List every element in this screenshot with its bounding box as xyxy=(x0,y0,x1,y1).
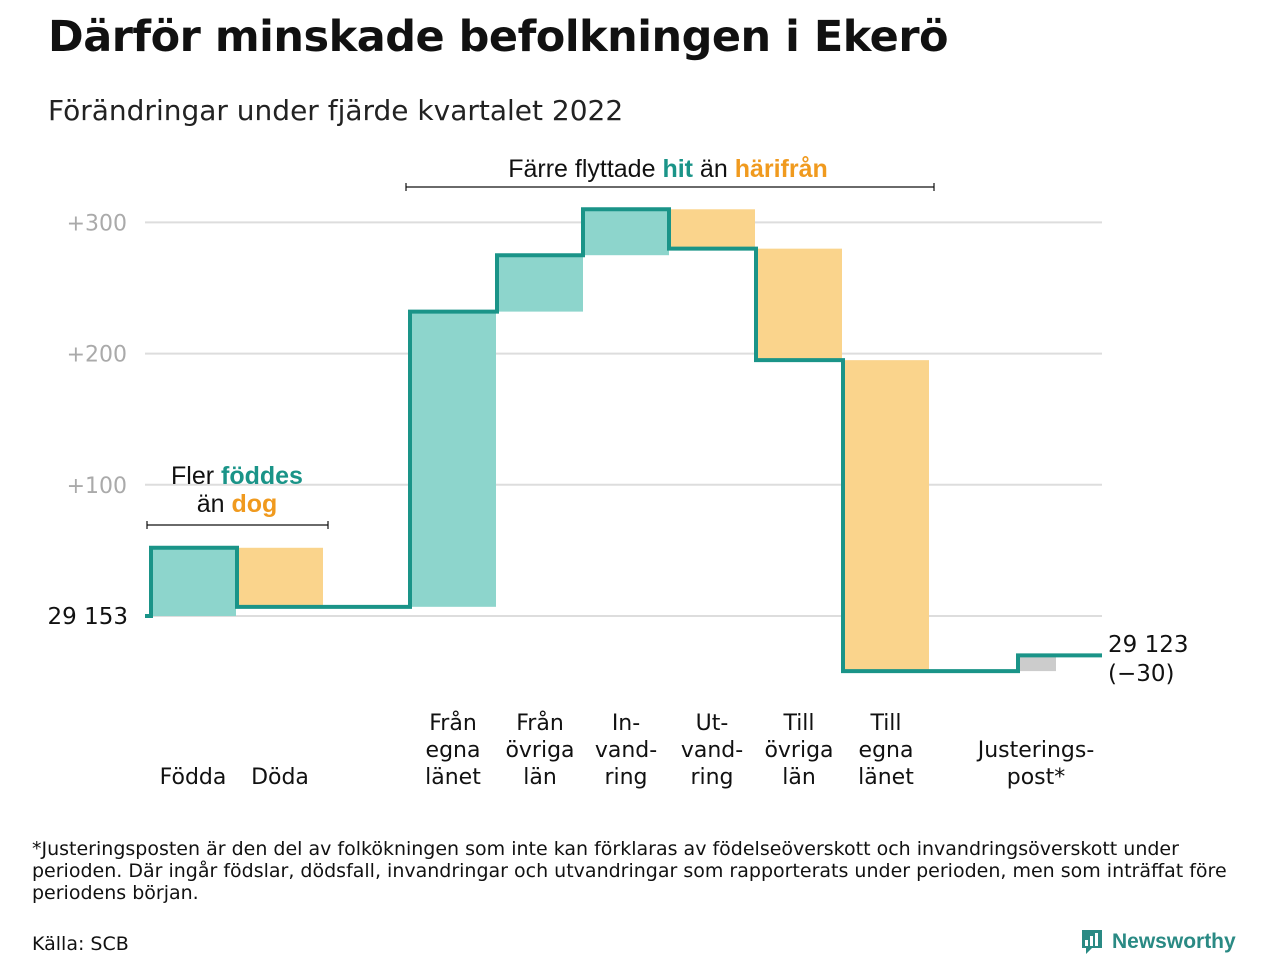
bar-outflow xyxy=(669,209,755,249)
footnote: *Justeringsposten är den del av folkökni… xyxy=(32,838,1227,904)
chart-title: Därför minskade befolkningen i Ekerö xyxy=(48,12,949,62)
bar-inflow xyxy=(497,255,583,312)
category-label: län xyxy=(782,765,816,790)
bar-outflow xyxy=(237,547,323,607)
category-label: egna xyxy=(859,738,914,763)
annotation-migration: Färre flyttade hit än härifrån xyxy=(508,155,828,183)
category-label: Från xyxy=(429,710,477,736)
bar-inflow xyxy=(150,547,236,616)
category-label: Döda xyxy=(251,765,309,790)
category-label: post* xyxy=(1007,765,1066,790)
annotation-births-line1: Fler föddes xyxy=(171,462,303,490)
category-label: In- xyxy=(612,711,640,736)
y-tick-label: +300 xyxy=(67,211,127,236)
category-label: ring xyxy=(690,765,733,790)
annotation-births-line2: än dog xyxy=(197,490,278,518)
end-value-label: 29 123 xyxy=(1108,632,1188,658)
category-label: Från xyxy=(516,710,564,736)
y-tick-label: +100 xyxy=(67,474,127,499)
category-label: vand- xyxy=(681,738,743,763)
chart-subtitle: Förändringar under fjärde kvartalet 2022 xyxy=(48,94,624,127)
brand-logo: Newsworthy xyxy=(1080,928,1236,956)
cumulative-line xyxy=(145,207,1102,674)
category-label: länet xyxy=(858,765,914,790)
category-label: övriga xyxy=(505,738,574,763)
start-value-label: 29 153 xyxy=(48,604,128,630)
category-label: Till xyxy=(782,711,814,736)
category-label: Ut- xyxy=(696,711,729,736)
category-label: Till xyxy=(869,711,901,736)
category-label: länet xyxy=(425,765,481,790)
bar-outflow xyxy=(843,360,929,672)
end-change-label: (−30) xyxy=(1108,661,1174,687)
waterfall-chart: +100 +200 +300 29 153 29 123 (−30) Födda Döda Fr… xyxy=(48,155,1189,790)
category-label: län xyxy=(523,765,557,790)
category-label: ring xyxy=(604,765,647,790)
y-tick-label: +200 xyxy=(67,343,127,368)
source-label: Källa: SCB xyxy=(32,933,129,955)
newsworthy-logo-icon xyxy=(1082,930,1102,954)
bar-adjustment xyxy=(1018,655,1056,672)
bar-inflow xyxy=(583,209,669,256)
brand-name: Newsworthy xyxy=(1112,930,1236,953)
category-label: vand- xyxy=(595,738,657,763)
bar-outflow xyxy=(756,248,842,361)
category-label: egna xyxy=(426,738,481,763)
category-label: övriga xyxy=(764,738,833,763)
bar-inflow xyxy=(410,311,496,607)
category-label: Födda xyxy=(160,765,227,790)
category-label: Justerings- xyxy=(976,738,1095,763)
